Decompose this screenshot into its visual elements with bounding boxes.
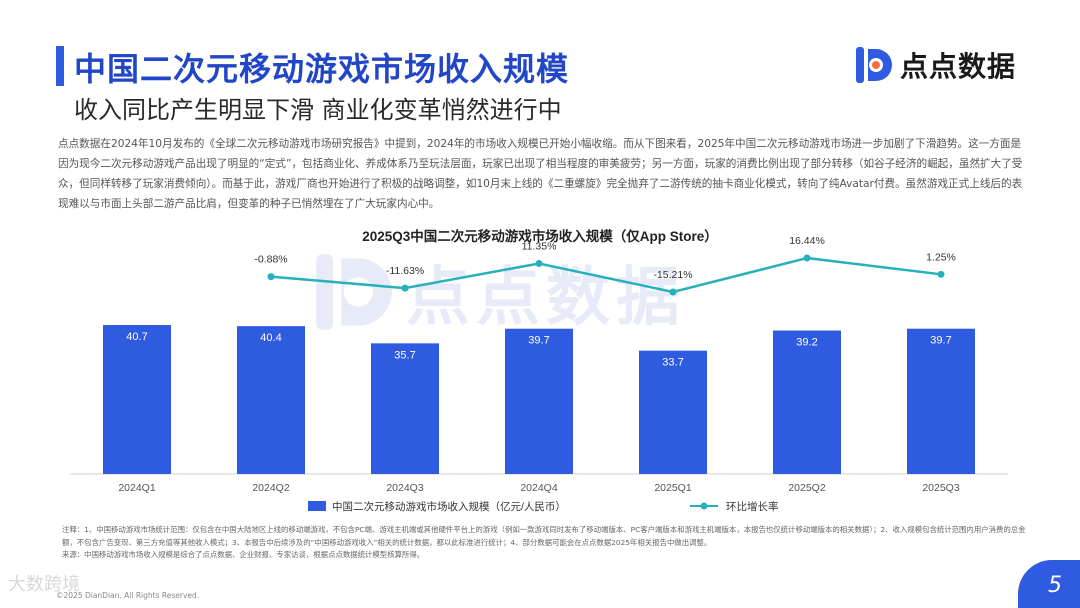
- growth-rate-label: -11.63%: [386, 265, 424, 277]
- growth-rate-label: -15.21%: [653, 269, 692, 281]
- growth-rate-label: 11.35%: [522, 240, 557, 252]
- bar: [505, 328, 573, 474]
- notes-text: 注释：1、中国移动游戏市场统计范围：仅包含在中国大陆地区上线的移动端游戏，不包含…: [62, 525, 1026, 547]
- legend-line-marker: [700, 502, 708, 510]
- growth-rate-point: [267, 273, 275, 281]
- page-number: 5: [1048, 573, 1062, 598]
- legend-line-label: 环比增长率: [726, 500, 779, 513]
- diandian-logo-icon: [856, 47, 892, 83]
- bar-value-label: 39.7: [528, 335, 549, 347]
- logo-text: 点点数据: [900, 50, 1017, 83]
- overlay-watermark: 大数跨境: [8, 574, 80, 595]
- bar-value-label: 35.7: [394, 349, 415, 361]
- x-tick-label: 2025Q3: [922, 482, 960, 494]
- page-subtitle: 收入同比产生明显下滑 商业化变革悄然进行中: [74, 96, 562, 124]
- intro-paragraph: 点点数据在2024年10月发布的《全球二次元移动游戏市场研究报告》中提到，202…: [58, 138, 1023, 210]
- chart-legend: 中国二次元移动游戏市场收入规模（亿元/人民币） 环比增长率: [308, 500, 779, 513]
- bar: [773, 330, 841, 474]
- x-tick-label: 2024Q4: [520, 482, 558, 494]
- chart-title: 2025Q3中国二次元移动游戏市场收入规模（仅App Store）: [362, 228, 718, 244]
- bar: [639, 350, 707, 474]
- page-title: 中国二次元移动游戏市场收入规模: [74, 50, 570, 88]
- growth-rate-line: [270, 256, 942, 294]
- page-number-tab: [1018, 560, 1080, 608]
- background-watermark: 点点数据: [312, 246, 686, 338]
- bar-value-label: 40.7: [126, 331, 147, 343]
- source-text: 来源：中国移动游戏市场收入规模是综合了点点数据、企业财报、专家访谈，根据点点数据…: [62, 550, 425, 559]
- growth-rate-point: [803, 254, 811, 262]
- growth-rate-label: -0.88%: [254, 254, 287, 266]
- bar: [371, 343, 439, 474]
- bar-value-label: 39.2: [796, 337, 817, 349]
- x-tick-label: 2025Q2: [788, 482, 826, 494]
- growth-rate-point: [937, 270, 945, 278]
- title-accent-bar: [56, 46, 64, 86]
- bar-value-label: 33.7: [662, 357, 683, 369]
- chart-notes: 注释：1、中国移动游戏市场统计范围：仅包含在中国大陆地区上线的移动端游戏，不包含…: [62, 524, 1034, 562]
- growth-rate-label: 1.25%: [926, 251, 956, 263]
- legend-bar-label: 中国二次元移动游戏市场收入规模（亿元/人民币）: [332, 500, 566, 513]
- bar-value-label: 39.7: [930, 335, 951, 347]
- bar: [237, 326, 305, 474]
- legend-bar-swatch: [308, 501, 326, 511]
- x-tick-label: 2024Q1: [118, 482, 156, 494]
- x-tick-label: 2024Q2: [252, 482, 290, 494]
- bar: [103, 325, 171, 474]
- x-tick-label: 2024Q3: [386, 482, 424, 494]
- growth-rate-point: [535, 259, 543, 267]
- brand-logo: 点点数据: [854, 44, 1016, 86]
- x-tick-label: 2025Q1: [654, 482, 692, 494]
- growth-rate-label: 16.44%: [789, 235, 825, 247]
- growth-rate-point: [401, 284, 409, 292]
- bar-value-label: 40.4: [260, 332, 281, 344]
- copyright: ©2025 DianDian. All Rights Reserved.: [56, 591, 200, 600]
- watermark-text: 点点数据: [406, 261, 686, 335]
- growth-rate-point: [669, 288, 677, 296]
- bar: [907, 328, 975, 474]
